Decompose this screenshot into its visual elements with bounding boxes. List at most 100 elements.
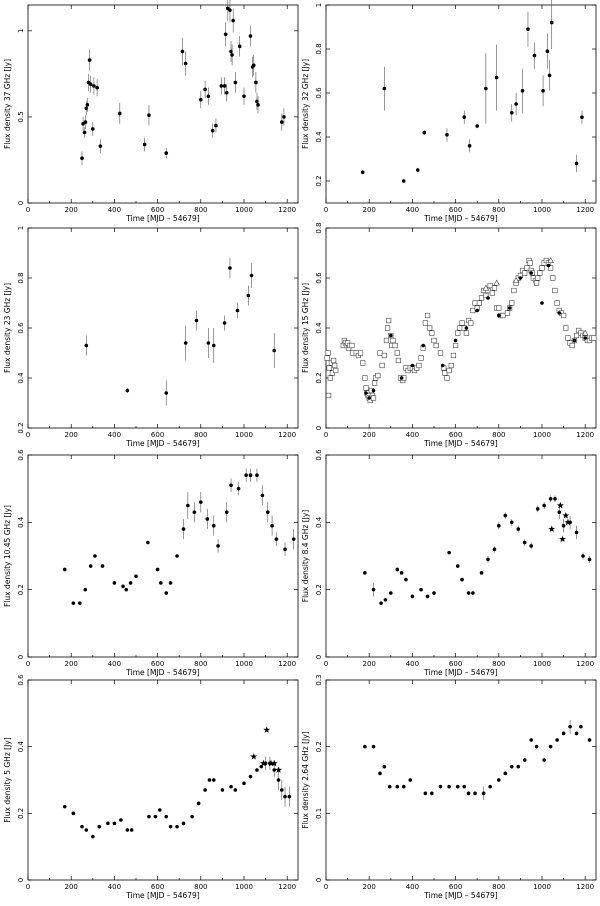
x-tick-label: 1000 xyxy=(533,206,551,214)
data-point xyxy=(497,523,501,528)
data-point-square xyxy=(357,350,364,356)
data-point xyxy=(425,594,430,599)
data-point xyxy=(147,814,151,819)
data-point xyxy=(222,84,227,88)
data-point-square xyxy=(442,370,448,376)
data-point-square xyxy=(457,325,463,331)
data-point xyxy=(467,144,472,148)
data-point xyxy=(155,567,160,572)
y-axis-label: Flux density 5 GHz [Jy] xyxy=(3,737,12,822)
data-point xyxy=(503,771,508,776)
x-tick-label: 400 xyxy=(108,660,121,668)
x-tick-label: 0 xyxy=(324,431,328,439)
data-point-star xyxy=(564,518,572,526)
data-point xyxy=(71,601,76,605)
data-point xyxy=(557,510,562,515)
chart-panel-8: 0 200 400 600 800 1000 1200 0 0.1 0.2 0.3 Time [MJD… xyxy=(301,674,597,900)
y-tick-label: 0.4 xyxy=(315,322,323,334)
data-point xyxy=(447,784,451,789)
data-point-square xyxy=(330,357,337,364)
data-point-square xyxy=(326,365,332,371)
data-point xyxy=(233,80,238,85)
data-point-square xyxy=(535,275,541,281)
y-tick-label: 0.8 xyxy=(315,43,323,54)
data-point-square xyxy=(362,375,368,381)
data-point xyxy=(84,828,89,832)
data-point-square xyxy=(333,367,339,374)
plot-frame xyxy=(325,4,597,204)
data-point xyxy=(466,591,471,595)
data-point xyxy=(481,791,486,796)
data-point xyxy=(509,520,514,525)
x-tick-label: 800 xyxy=(194,660,207,668)
data-point xyxy=(395,567,400,572)
data-point-square xyxy=(324,355,330,361)
data-point xyxy=(112,581,117,585)
data-point xyxy=(242,94,246,99)
plot-frame xyxy=(27,227,299,429)
plot-frame xyxy=(27,679,299,881)
data-point-square xyxy=(552,287,558,294)
data-point xyxy=(522,540,527,545)
data-point xyxy=(87,58,92,62)
data-point xyxy=(118,111,122,116)
data-point xyxy=(549,20,554,25)
chart-panel-6: 0 200 400 600 800 1000 1200 0 0.2 0.4 0.6 Time [MJD… xyxy=(301,449,597,677)
data-point xyxy=(88,564,93,568)
data-point xyxy=(85,103,90,107)
data-point-square xyxy=(455,330,461,336)
x-tick-label: 200 xyxy=(65,206,78,214)
data-point xyxy=(534,744,539,749)
data-point xyxy=(389,591,393,595)
data-point xyxy=(473,791,477,796)
y-tick-label: 0.2 xyxy=(315,741,323,752)
data-point xyxy=(216,544,220,548)
data-point xyxy=(242,781,246,786)
x-tick-label: 800 xyxy=(492,883,505,891)
data-point xyxy=(561,731,566,736)
data-point xyxy=(532,53,537,58)
data-point-square xyxy=(349,342,355,349)
x-tick-label: 600 xyxy=(151,883,164,891)
data-point xyxy=(382,764,387,769)
data-point-square xyxy=(370,395,377,401)
data-point-square xyxy=(491,285,498,291)
data-point xyxy=(78,601,82,605)
data-point-square xyxy=(554,300,560,306)
x-tick-label: 200 xyxy=(65,431,78,439)
data-point-square xyxy=(390,337,396,344)
data-point xyxy=(587,738,592,742)
data-point xyxy=(246,293,251,298)
data-point xyxy=(518,276,523,280)
data-point xyxy=(488,784,492,789)
data-point xyxy=(119,818,123,822)
y-axis-label: Flux density 32 GHz [Jy] xyxy=(301,59,310,149)
data-point-square xyxy=(427,325,433,331)
data-point xyxy=(272,768,277,772)
y-tick-label: 0.4 xyxy=(17,372,25,384)
data-point xyxy=(214,123,218,128)
data-point xyxy=(106,821,110,826)
data-point xyxy=(280,788,284,792)
x-tick-label: 200 xyxy=(363,431,376,439)
data-point xyxy=(535,507,540,511)
data-point xyxy=(71,811,76,816)
x-tick-label: 1000 xyxy=(235,660,253,668)
data-point xyxy=(363,744,367,749)
data-point xyxy=(249,273,254,278)
data-point-square xyxy=(395,357,401,364)
data-point-square xyxy=(478,295,485,301)
data-point xyxy=(256,103,260,107)
x-tick-label: 1000 xyxy=(235,883,253,891)
data-point xyxy=(244,473,248,478)
data-point-square xyxy=(446,367,452,374)
data-point-square xyxy=(422,320,428,326)
chart-panel-3: 0 200 400 600 800 1000 1200 0.2 0.4 0.6 0.8 1 Time [… xyxy=(3,226,299,448)
data-point xyxy=(542,503,546,508)
data-point xyxy=(387,784,392,789)
data-point xyxy=(236,486,241,491)
x-tick-label: 800 xyxy=(492,660,505,668)
y-tick-label: 0.1 xyxy=(315,808,323,819)
data-point xyxy=(88,82,93,86)
